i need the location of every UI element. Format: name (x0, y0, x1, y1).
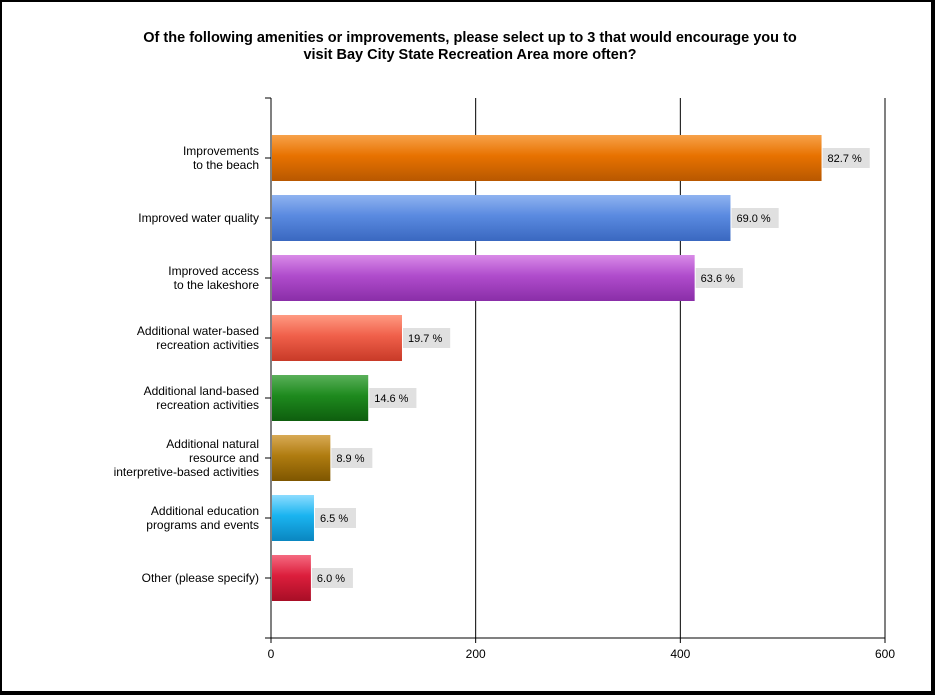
axes (265, 97, 886, 643)
chart-title-line-1: Of the following amenities or improvemen… (143, 30, 797, 46)
category-label-5: Additional land-based recreation activiti… (144, 384, 259, 412)
category-label-8: Other (please specify) (142, 571, 259, 585)
value-label-bg-1 (822, 148, 870, 168)
x-tick-label-600: 600 (875, 647, 895, 661)
value-label-7: 6.5 % (320, 513, 348, 525)
x-tick-label-0: 0 (268, 647, 275, 661)
bar-1 (272, 135, 822, 181)
value-label-bg-3 (695, 268, 743, 288)
bar-4 (272, 315, 402, 361)
value-label-8: 6.0 % (317, 573, 345, 585)
chart-title: Of the following amenities or improvemen… (40, 30, 900, 64)
value-label-6: 8.9 % (336, 453, 364, 465)
value-label-bg-4 (402, 328, 451, 348)
value-label-5: 14.6 % (374, 393, 408, 405)
value-label-3: 63.6 % (701, 273, 735, 285)
grid-lines (475, 98, 886, 638)
x-tick-label-200: 200 (466, 647, 486, 661)
category-label-7: Additional education programs and events (146, 504, 259, 532)
category-label-4: Additional water-based recreation activit… (137, 324, 259, 352)
value-label-bg-2 (731, 208, 779, 228)
value-label-bg-6 (331, 448, 373, 468)
category-label-1: Improvements to the beach (183, 144, 259, 172)
value-label-1: 82.7 % (828, 153, 862, 165)
labels: 0 200 400 600 Improvements to the beach 82.7 %… (114, 144, 896, 661)
category-label-3: Improved access to the lakeshore (168, 264, 259, 292)
bar-5 (272, 375, 369, 421)
bar-3 (272, 255, 695, 301)
category-label-6: Additional natural resource and interpreti… (114, 437, 259, 479)
value-label-bg-8 (311, 568, 353, 588)
bar-8 (272, 555, 311, 601)
bar-7 (272, 495, 314, 541)
value-label-4: 19.7 % (408, 333, 442, 345)
bar-2 (272, 195, 731, 241)
bar-6 (272, 435, 331, 481)
value-label-bg-5 (369, 388, 417, 408)
chart-title-line-2: visit Bay City State Recreation Area mor… (303, 47, 637, 63)
value-label-bg-7 (314, 508, 356, 528)
bars (272, 135, 822, 601)
category-label-2: Improved water quality (138, 211, 259, 225)
value-label-2: 69.0 % (736, 213, 770, 225)
x-tick-label-400: 400 (670, 647, 690, 661)
